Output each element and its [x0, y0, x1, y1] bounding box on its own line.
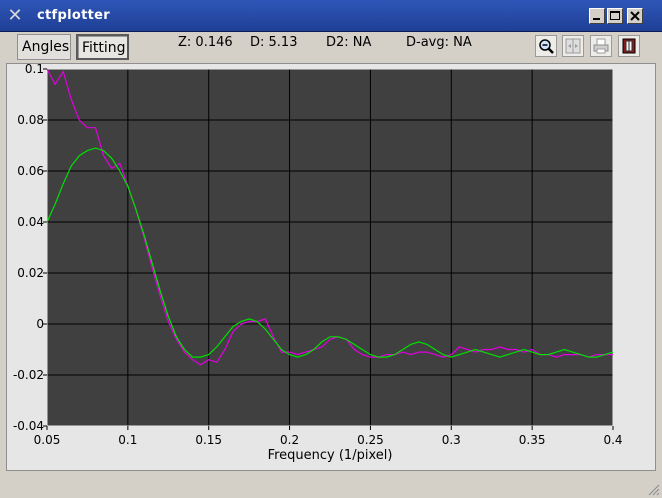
angles-button[interactable]: Angles: [17, 34, 71, 60]
y-tick-label: 0.1: [25, 63, 44, 76]
title-bar[interactable]: ✕ ctfplotter: [0, 0, 662, 32]
book-button[interactable]: [618, 35, 640, 57]
toolbar: Angles Fitting Z: 0.146 D: 5.13 D2: NA D…: [0, 31, 662, 63]
zoom-button[interactable]: [535, 35, 557, 57]
x-tick-label: 0.15: [195, 433, 222, 447]
plot-area[interactable]: [47, 69, 613, 426]
fitted-ctf-line: [46, 147, 614, 358]
z-value: Z: 0.146: [178, 35, 233, 50]
x-tick-label: 0.35: [519, 433, 546, 447]
x-app-icon[interactable]: ✕: [7, 5, 23, 26]
close-button[interactable]: [627, 8, 643, 24]
zoom-icon: [539, 39, 554, 54]
ctf-chart[interactable]: -0.04 -0.02 0 0.02 0.04 0.06 0.08 0.1 0.05 0.1 0.1…: [0, 63, 662, 474]
x-tick-label: 0.05: [34, 433, 61, 447]
x-tick-label: 0.25: [357, 433, 384, 447]
close-icon: [630, 11, 640, 21]
x-tick-label: 0.2: [280, 433, 299, 447]
x-tick-label: 0.3: [442, 433, 461, 447]
y-tick-label: 0.02: [17, 266, 44, 280]
split-view-icon: [565, 38, 581, 54]
y-tick-label: -0.02: [13, 368, 44, 382]
y-tick-label: 0.04: [17, 215, 44, 229]
y-tick-label: 0: [36, 317, 44, 331]
x-tick-label: 0.1: [118, 433, 137, 447]
y-tick-label: -0.04: [13, 419, 44, 433]
fitting-button[interactable]: Fitting: [76, 34, 129, 60]
status-bar: [0, 474, 662, 498]
maximize-icon: [610, 11, 620, 20]
minimize-icon: [593, 18, 600, 20]
x-axis-label: Frequency (1/pixel): [268, 448, 393, 463]
window-title: ctfplotter: [37, 8, 110, 23]
print-icon: [593, 38, 609, 54]
x-tick-label: 0.4: [603, 433, 622, 447]
book-icon: [622, 38, 636, 54]
y-tick-label: 0.06: [17, 164, 44, 178]
minimize-button[interactable]: [589, 8, 605, 24]
split-view-button[interactable]: [562, 35, 584, 57]
plot-border: [46, 68, 614, 427]
d-value: D: 5.13: [250, 35, 298, 50]
d2-value: D2: NA: [326, 35, 372, 50]
y-tick-label: 0.08: [17, 113, 44, 127]
davg-value: D-avg: NA: [406, 35, 472, 50]
resize-grip-icon[interactable]: [646, 482, 660, 496]
print-button[interactable]: [590, 35, 612, 57]
maximize-button[interactable]: [607, 8, 623, 24]
